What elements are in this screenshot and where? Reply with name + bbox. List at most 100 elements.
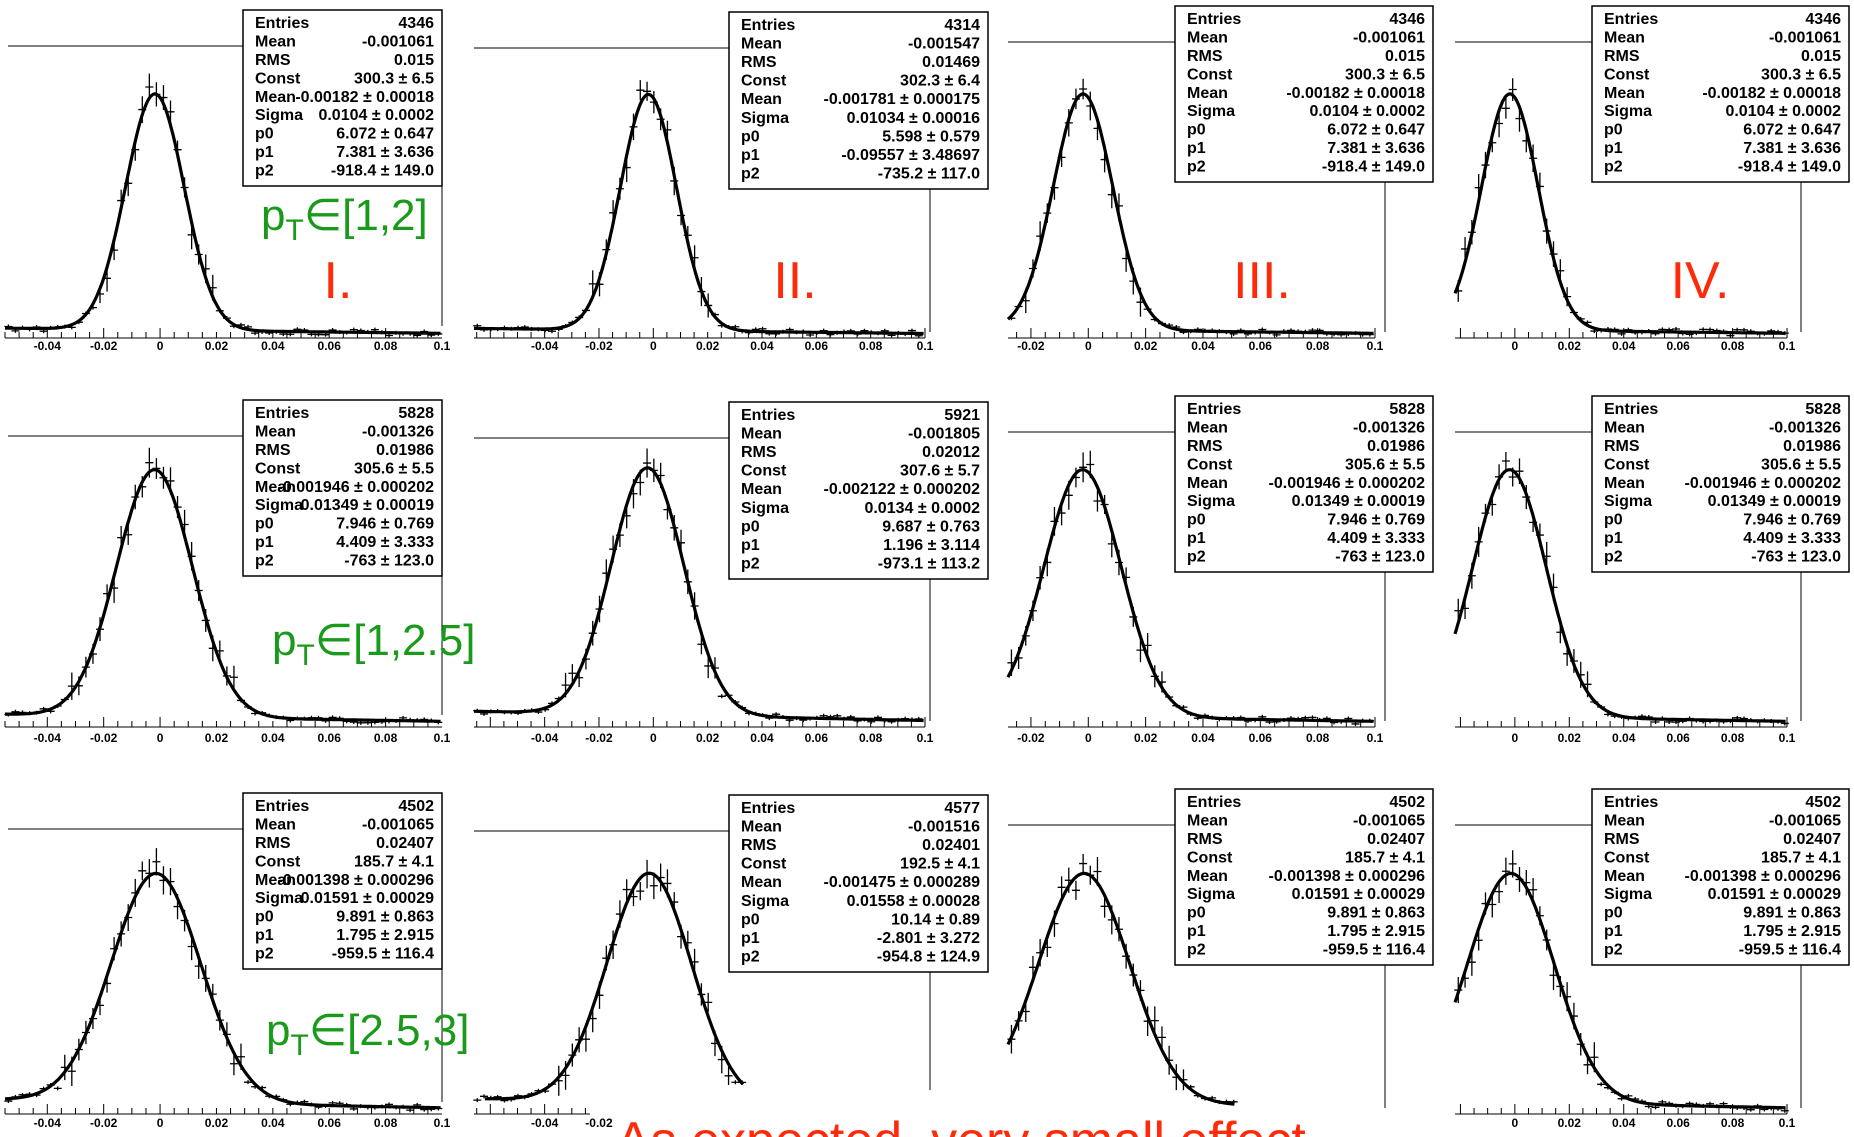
data-point <box>392 718 401 723</box>
panel-I-pT-2.5-3: -0.04 -0.02 0 0.02 0.04 0.06 0.08 0.1 Entries 450… <box>4 792 451 1130</box>
data-point <box>1467 562 1476 589</box>
stats-label: p2 <box>1604 159 1623 176</box>
data-point <box>1631 715 1640 720</box>
data-point <box>67 1056 76 1086</box>
x-tick-label: 0.02 <box>1134 731 1158 745</box>
data-point <box>819 328 828 333</box>
stats-label: p2 <box>255 163 274 180</box>
data-point <box>1481 151 1490 179</box>
stats-label: Const <box>741 856 787 873</box>
stats-label: Entries <box>1604 794 1658 811</box>
data-point <box>1671 1103 1680 1108</box>
data-point <box>420 329 429 334</box>
stats-label: RMS <box>255 835 291 852</box>
x-tick-label: 0.1 <box>917 339 934 353</box>
data-point <box>1665 1101 1674 1106</box>
stats-label: p1 <box>1187 530 1206 547</box>
stats-value: 7.946 ± 0.769 <box>1327 512 1425 529</box>
data-point <box>1665 719 1674 724</box>
data-point <box>1100 146 1109 173</box>
data-point <box>860 328 869 333</box>
data-point <box>656 863 665 892</box>
data-point <box>145 447 154 478</box>
x-tick-label: 0.08 <box>859 731 883 745</box>
data-point <box>39 1086 48 1091</box>
stats-value: -0.001061 <box>362 33 434 50</box>
data-point <box>1467 219 1476 245</box>
data-point <box>328 715 337 720</box>
data-point <box>710 657 719 679</box>
data-point <box>1279 718 1288 723</box>
data-point <box>1157 321 1166 326</box>
data-point <box>1265 720 1274 725</box>
data-point <box>1692 718 1701 723</box>
stats-value: -763 ± 123.0 <box>1335 549 1425 566</box>
data-point <box>1590 329 1599 334</box>
data-point <box>473 323 482 328</box>
data-point <box>1563 641 1572 666</box>
stats-value: 0.01986 <box>1783 438 1841 455</box>
data-point <box>1236 715 1245 720</box>
stats-value: 6.072 ± 0.647 <box>1327 122 1425 139</box>
data-point <box>710 1030 719 1057</box>
data-point <box>1671 720 1680 725</box>
stats-value: 300.3 ± 6.5 <box>1345 66 1425 83</box>
data-point <box>406 1108 415 1113</box>
x-tick-label: -0.02 <box>1017 731 1045 745</box>
data-point <box>622 152 631 183</box>
stats-box <box>242 399 443 577</box>
data-point <box>1122 567 1131 588</box>
stats-value: 0.01349 ± 0.00019 <box>301 497 434 514</box>
data-point <box>514 711 523 716</box>
stats-value: 185.7 ± 4.1 <box>354 853 434 870</box>
data-point <box>1515 105 1524 132</box>
stats-label: Mean <box>1604 85 1645 102</box>
data-point <box>799 718 808 723</box>
stats-value: 5828 <box>1805 401 1841 418</box>
data-point <box>554 696 563 701</box>
data-point <box>1229 715 1238 720</box>
data-point <box>1651 1105 1660 1110</box>
data-point <box>152 458 161 479</box>
data-point <box>229 665 238 689</box>
data-point <box>1637 714 1646 719</box>
stats-label: Entries <box>255 798 309 815</box>
stats-box <box>242 9 443 187</box>
stats-label: p2 <box>1187 942 1206 959</box>
stats-value: 4.409 ± 3.333 <box>1743 530 1841 547</box>
data-point <box>1007 316 1016 321</box>
data-point <box>1583 671 1592 698</box>
stats-value: 0.0134 ± 0.0002 <box>864 500 980 517</box>
data-point <box>840 329 849 334</box>
stats-value: -918.4 ± 149.0 <box>331 163 434 180</box>
data-point <box>588 620 597 646</box>
stats-value: 0.01591 ± 0.00029 <box>1708 886 1841 903</box>
data-point <box>1057 500 1066 526</box>
data-point <box>1603 327 1612 332</box>
data-point <box>751 327 760 332</box>
data-point <box>377 330 386 335</box>
data-point <box>1753 331 1762 336</box>
stats-label: Entries <box>741 407 795 424</box>
stats-value: 305.6 ± 5.5 <box>1761 456 1841 473</box>
stats-label: Mean <box>1604 29 1645 46</box>
stats-value: 0.01986 <box>376 442 434 459</box>
stats-label: Mean <box>741 481 782 498</box>
data-point <box>258 1085 267 1090</box>
data-point <box>595 981 604 1009</box>
x-tick-label: 0.1 <box>1779 339 1796 353</box>
data-point <box>342 330 351 335</box>
data-point <box>1043 937 1052 957</box>
data-point <box>314 715 323 720</box>
data-point <box>1678 1104 1687 1109</box>
stats-value: 7.946 ± 0.769 <box>336 516 434 533</box>
data-point <box>568 320 577 325</box>
data-point <box>636 881 645 901</box>
data-point <box>110 573 119 603</box>
data-point <box>520 325 529 330</box>
data-point <box>1157 1026 1166 1049</box>
data-point <box>1093 857 1102 887</box>
x-tick-label: 0.1 <box>917 731 934 745</box>
data-point <box>208 635 217 662</box>
data-point <box>609 930 618 960</box>
